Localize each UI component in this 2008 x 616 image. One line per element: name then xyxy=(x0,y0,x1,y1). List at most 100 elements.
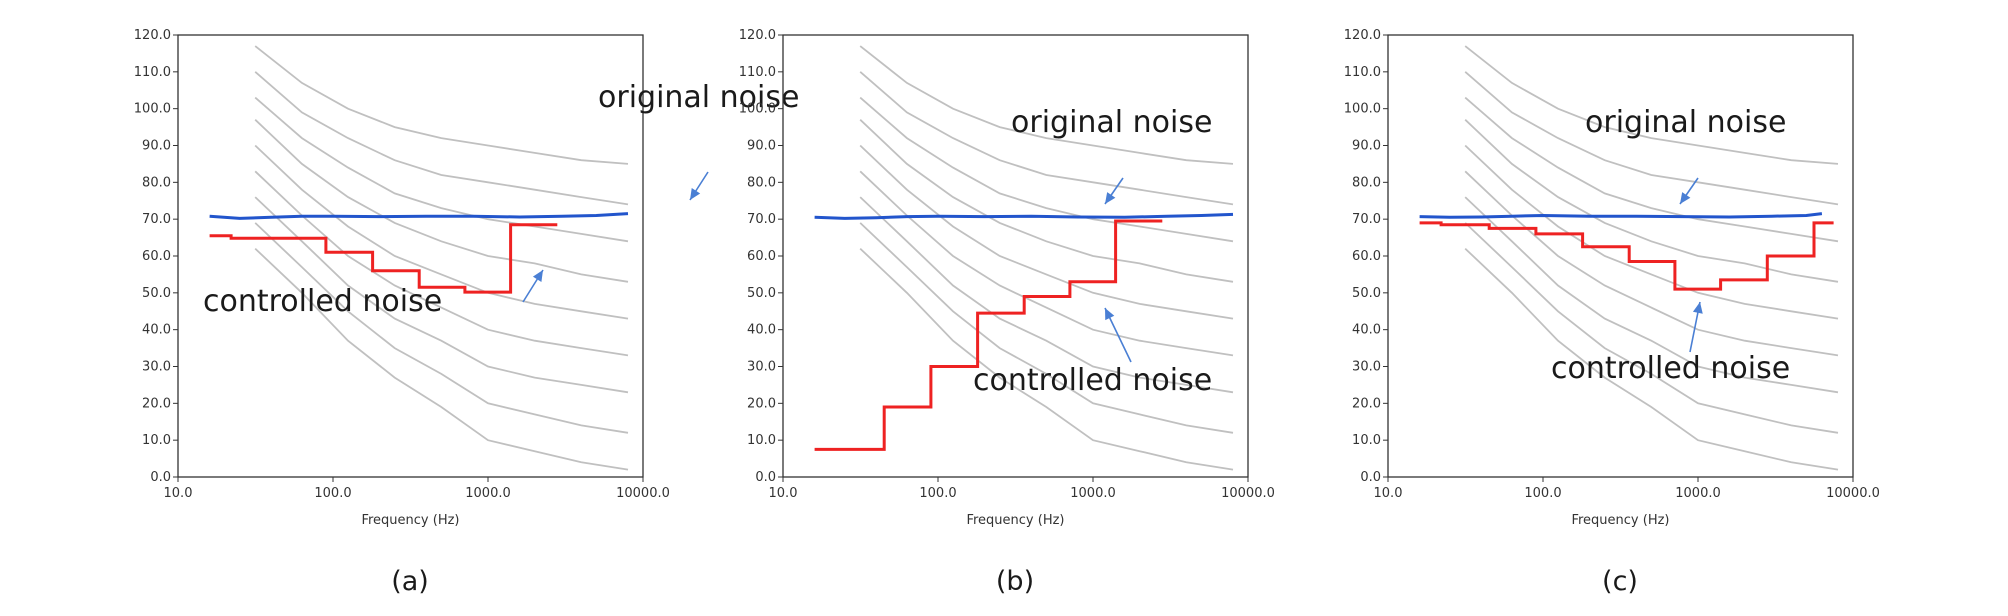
y-tick-label: 10.0 xyxy=(1352,433,1381,448)
plot-frame xyxy=(177,34,644,478)
x-tick-label: 10.0 xyxy=(164,486,193,501)
y-tick-label: 110.0 xyxy=(739,65,776,80)
reference-curve xyxy=(254,196,629,394)
y-tick-label: 100.0 xyxy=(1344,102,1381,117)
reference-curve xyxy=(254,45,629,165)
x-axis-label: Frequency (Hz) xyxy=(361,513,459,528)
reference-curve xyxy=(859,119,1234,283)
controlled-noise-arrowhead xyxy=(1105,308,1115,321)
original-noise-series xyxy=(209,212,629,220)
reference-curve xyxy=(1464,45,1839,165)
original-noise-label: original noise xyxy=(1011,105,1212,140)
reference-curve xyxy=(1464,170,1839,357)
plot-frame xyxy=(782,34,1249,478)
reference-curve xyxy=(254,170,629,357)
controlled-noise-label: controlled noise xyxy=(973,363,1212,398)
x-tick-label: 10.0 xyxy=(769,486,798,501)
panel-caption: (c) xyxy=(1602,566,1638,597)
reference-curve xyxy=(859,71,1234,206)
controlled-noise-label: controlled noise xyxy=(203,284,442,319)
panel-caption: (b) xyxy=(996,566,1034,597)
controlled-noise-series xyxy=(209,223,558,294)
y-tick-label: 30.0 xyxy=(1352,360,1381,375)
reference-curve xyxy=(1464,222,1839,434)
reference-curve xyxy=(859,45,1234,165)
y-tick-label: 70.0 xyxy=(142,212,171,227)
y-tick-label: 90.0 xyxy=(747,139,776,154)
reference-curve xyxy=(1464,196,1839,394)
x-axis-label: Frequency (Hz) xyxy=(966,513,1064,528)
x-tick-label: 100.0 xyxy=(919,486,956,501)
reference-curve xyxy=(859,196,1234,394)
controlled-noise-label: controlled noise xyxy=(1551,351,1790,386)
reference-curve xyxy=(859,96,1234,243)
reference-curve xyxy=(1464,71,1839,206)
y-tick-label: 60.0 xyxy=(1352,249,1381,264)
y-tick-label: 90.0 xyxy=(142,139,171,154)
y-tick-label: 50.0 xyxy=(1352,286,1381,301)
reference-curve xyxy=(254,96,629,243)
reference-curve xyxy=(1464,144,1839,320)
y-tick-label: 50.0 xyxy=(142,286,171,301)
y-tick-label: 60.0 xyxy=(142,249,171,264)
x-tick-label: 10000.0 xyxy=(616,486,670,501)
reference-curve xyxy=(859,170,1234,357)
x-tick-label: 1000.0 xyxy=(465,486,511,501)
panel-b: 0.010.020.030.040.050.060.070.080.090.01… xyxy=(739,28,1275,597)
x-tick-label: 1000.0 xyxy=(1070,486,1116,501)
y-tick-label: 120.0 xyxy=(1344,28,1381,43)
y-tick-label: 10.0 xyxy=(747,433,776,448)
panel-a: 0.010.020.030.040.050.060.070.080.090.01… xyxy=(134,28,800,597)
y-tick-label: 120.0 xyxy=(739,28,776,43)
reference-curve xyxy=(254,222,629,434)
y-tick-label: 120.0 xyxy=(134,28,171,43)
original-noise-series xyxy=(814,212,1234,220)
reference-curve xyxy=(1464,96,1839,243)
reference-curve xyxy=(254,144,629,320)
reference-curve xyxy=(254,71,629,206)
reference-curve xyxy=(1464,247,1839,471)
original-noise-arrowhead xyxy=(690,188,701,200)
controlled-noise-series xyxy=(1419,221,1834,291)
original-noise-arrowhead xyxy=(1680,192,1691,204)
y-tick-label: 80.0 xyxy=(142,175,171,190)
y-tick-label: 0.0 xyxy=(1360,470,1381,485)
y-tick-label: 100.0 xyxy=(739,102,776,117)
reference-curve xyxy=(254,247,629,471)
reference-curve xyxy=(859,144,1234,320)
x-axis-label: Frequency (Hz) xyxy=(1571,513,1669,528)
y-tick-label: 20.0 xyxy=(747,396,776,411)
y-tick-label: 80.0 xyxy=(747,175,776,190)
y-tick-label: 40.0 xyxy=(747,323,776,338)
x-tick-label: 100.0 xyxy=(314,486,351,501)
original-noise-label: original noise xyxy=(598,80,799,115)
y-tick-label: 0.0 xyxy=(755,470,776,485)
original-noise-label: original noise xyxy=(1585,105,1786,140)
panel-c: 0.010.020.030.040.050.060.070.080.090.01… xyxy=(1344,28,1880,597)
y-tick-label: 90.0 xyxy=(1352,139,1381,154)
y-tick-label: 80.0 xyxy=(1352,175,1381,190)
y-tick-label: 10.0 xyxy=(142,433,171,448)
controlled-noise-series xyxy=(814,219,1163,451)
y-tick-label: 70.0 xyxy=(1352,212,1381,227)
y-tick-label: 110.0 xyxy=(1344,65,1381,80)
reference-curve xyxy=(859,247,1234,471)
y-tick-label: 40.0 xyxy=(142,323,171,338)
original-noise-arrowhead xyxy=(1105,192,1116,204)
y-tick-label: 50.0 xyxy=(747,286,776,301)
reference-curve xyxy=(254,119,629,283)
y-tick-label: 30.0 xyxy=(142,360,171,375)
controlled-noise-arrowhead xyxy=(532,270,543,282)
y-tick-label: 20.0 xyxy=(1352,396,1381,411)
y-tick-label: 40.0 xyxy=(1352,323,1381,338)
x-tick-label: 10000.0 xyxy=(1221,486,1275,501)
panel-caption: (a) xyxy=(391,566,429,597)
x-tick-label: 10.0 xyxy=(1374,486,1403,501)
reference-curve xyxy=(1464,119,1839,283)
x-tick-label: 1000.0 xyxy=(1675,486,1721,501)
y-tick-label: 110.0 xyxy=(134,65,171,80)
y-tick-label: 30.0 xyxy=(747,360,776,375)
controlled-noise-arrowhead xyxy=(1692,302,1703,314)
x-tick-label: 100.0 xyxy=(1524,486,1561,501)
